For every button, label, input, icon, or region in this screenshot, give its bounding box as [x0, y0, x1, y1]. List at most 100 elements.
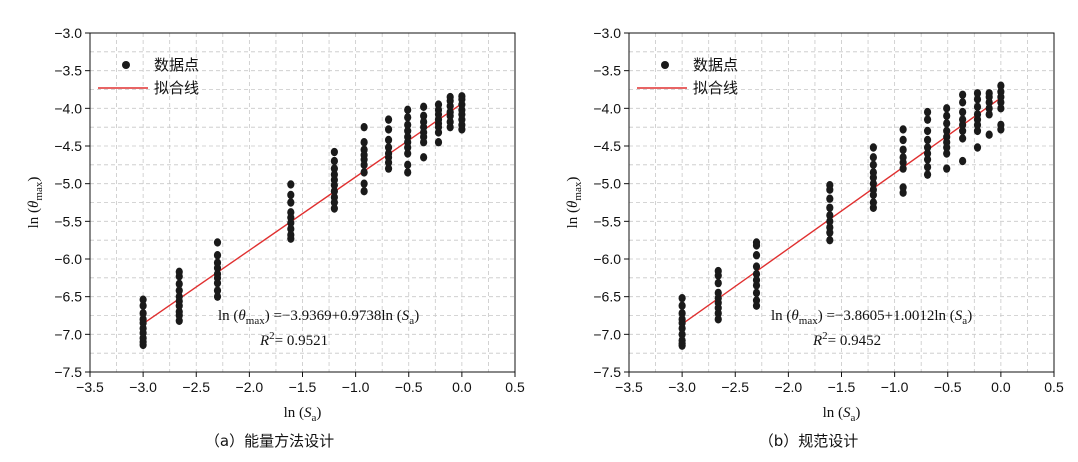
data-point	[826, 211, 834, 220]
data-point	[899, 145, 907, 154]
y-tick-label: −7.5	[54, 364, 82, 380]
data-point	[869, 153, 877, 162]
y-axis-label: ln (θmax)	[565, 177, 584, 229]
data-point	[139, 301, 147, 310]
data-point	[404, 105, 412, 115]
data-point	[923, 115, 932, 124]
data-point	[213, 251, 222, 260]
data-point	[384, 164, 393, 173]
y-tick-label: −7.0	[593, 326, 621, 342]
data-point	[360, 187, 368, 196]
chart-a: −3.5 −3.0 −2.5 −2.0 −1.5 −1.0 −0.5 0.0 0.5 −3.0 −3…	[26, 25, 525, 424]
data-point	[923, 149, 932, 158]
data-point	[869, 160, 877, 170]
data-point	[404, 113, 412, 122]
data-point	[404, 149, 412, 158]
data-point	[287, 190, 295, 200]
data-point	[985, 110, 993, 119]
data-point	[752, 251, 761, 260]
data-point	[175, 272, 183, 281]
y-axis-label: ln (θmax)	[26, 177, 45, 229]
data-point	[330, 204, 338, 213]
data-point	[213, 263, 222, 273]
data-point	[330, 156, 338, 166]
data-point	[943, 111, 951, 121]
data-point	[714, 278, 722, 288]
legend-fit-label: 拟合线	[154, 79, 199, 97]
data-point	[899, 188, 907, 197]
data-point	[175, 316, 183, 325]
y-tick-label: −5.0	[593, 176, 621, 192]
x-tick-label: −2.5	[721, 379, 749, 395]
data-point	[287, 180, 295, 189]
data-point	[826, 217, 834, 226]
data-point	[997, 98, 1005, 107]
y-tick-label: −4.0	[593, 100, 621, 116]
data-point	[899, 164, 907, 173]
data-point	[959, 98, 967, 107]
fit-line	[142, 103, 463, 325]
y-tick-label: −6.0	[54, 251, 82, 267]
y-tick-label: −7.5	[593, 364, 621, 380]
data-point	[330, 180, 338, 190]
data-point	[360, 160, 368, 170]
data-point	[943, 104, 951, 113]
x-tick-label: −2.0	[775, 379, 803, 395]
x-tick-label: −0.5	[395, 379, 423, 395]
r-squared: R2= 0.9521	[259, 330, 328, 349]
data-point	[360, 168, 368, 177]
data-point	[678, 309, 686, 318]
data-point	[752, 301, 761, 310]
data-point	[287, 224, 295, 234]
data-point	[869, 190, 877, 200]
data-point	[175, 279, 183, 289]
x-tick-label: 0.5	[505, 379, 525, 395]
data-point	[404, 126, 412, 136]
data-point	[923, 143, 932, 152]
y-tick-label: −3.0	[593, 25, 621, 41]
data-point	[997, 81, 1005, 90]
data-point	[446, 122, 454, 132]
legend-point-marker	[661, 61, 669, 69]
data-point	[943, 126, 951, 136]
x-tick-label: 0.5	[1044, 379, 1064, 395]
x-tick-label: −1.0	[881, 379, 909, 395]
data-point	[404, 168, 412, 177]
data-point	[973, 120, 982, 130]
y-tick-label: −4.5	[593, 138, 621, 154]
x-tick-label: −2.0	[236, 379, 264, 395]
data-point	[985, 98, 993, 107]
y-tick-label: −3.5	[593, 63, 621, 79]
data-point	[384, 115, 393, 124]
data-point	[404, 160, 412, 170]
chart-b: −3.5 −3.0 −2.5 −2.0 −1.5 −1.0 −0.5 0.0 0.5 −3.0 −3…	[565, 25, 1064, 424]
data-point	[826, 185, 834, 194]
data-point	[959, 126, 967, 136]
caption-b: （b）规范设计	[758, 432, 859, 450]
x-tick-label: −3.5	[615, 379, 643, 395]
x-tick-label: −0.5	[934, 379, 962, 395]
data-point	[826, 203, 834, 212]
data-point	[923, 135, 932, 145]
chart-panel-a: −3.5 −3.0 −2.5 −2.0 −1.5 −1.0 −0.5 0.0 0.5 −3.0 −3…	[26, 25, 525, 450]
data-point	[826, 228, 834, 237]
y-tick-label: −5.5	[54, 213, 82, 229]
x-axis-label: ln (Sa)	[823, 405, 861, 424]
data-point	[175, 286, 183, 295]
data-point	[943, 119, 951, 128]
y-tick-label: −6.5	[54, 289, 82, 305]
data-point	[826, 235, 834, 245]
data-point	[869, 173, 877, 182]
data-point	[973, 102, 982, 112]
data-point	[360, 138, 368, 147]
y-tick-label: −4.0	[54, 100, 82, 116]
data-point	[213, 278, 222, 288]
legend-fit-label: 拟合线	[693, 79, 738, 97]
data-point	[923, 162, 932, 172]
data-point	[714, 309, 722, 318]
data-point	[213, 286, 222, 295]
data-point	[997, 104, 1005, 113]
data-point	[434, 128, 443, 137]
